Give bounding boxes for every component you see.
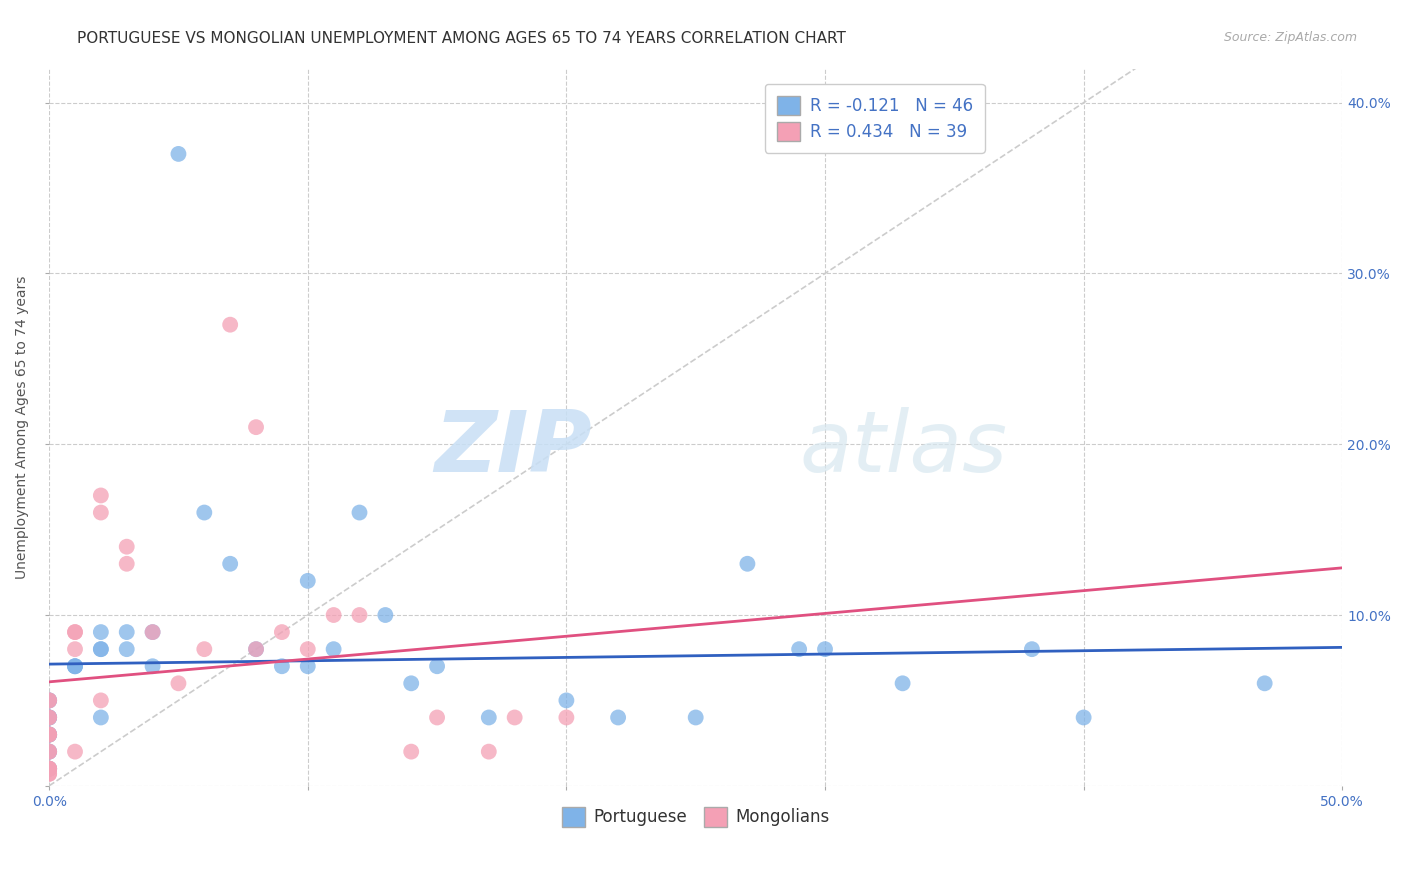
- Portuguese: [555, 693, 578, 707]
- Text: ZIP: ZIP: [434, 407, 592, 491]
- Portuguese: [245, 642, 267, 657]
- Mongolians: [322, 607, 344, 622]
- Portuguese: [115, 642, 138, 657]
- Mongolians: [399, 745, 422, 759]
- Portuguese: [115, 625, 138, 640]
- Portuguese: [607, 710, 630, 724]
- Portuguese: [219, 557, 242, 571]
- Portuguese: [297, 659, 319, 673]
- Mongolians: [90, 506, 112, 520]
- Mongolians: [38, 693, 60, 707]
- Portuguese: [399, 676, 422, 690]
- Mongolians: [63, 642, 86, 657]
- Portuguese: [685, 710, 707, 724]
- Mongolians: [38, 762, 60, 776]
- Portuguese: [38, 710, 60, 724]
- Mongolians: [478, 745, 501, 759]
- Mongolians: [270, 625, 292, 640]
- Mongolians: [38, 745, 60, 759]
- Portuguese: [167, 147, 190, 161]
- Text: Source: ZipAtlas.com: Source: ZipAtlas.com: [1223, 31, 1357, 45]
- Portuguese: [90, 642, 112, 657]
- Mongolians: [193, 642, 215, 657]
- Mongolians: [38, 762, 60, 776]
- Mongolians: [38, 727, 60, 741]
- Y-axis label: Unemployment Among Ages 65 to 74 years: Unemployment Among Ages 65 to 74 years: [15, 276, 30, 579]
- Portuguese: [891, 676, 914, 690]
- Portuguese: [478, 710, 501, 724]
- Portuguese: [90, 710, 112, 724]
- Portuguese: [374, 607, 396, 622]
- Portuguese: [297, 574, 319, 588]
- Mongolians: [115, 540, 138, 554]
- Portuguese: [38, 727, 60, 741]
- Mongolians: [115, 557, 138, 571]
- Portuguese: [38, 745, 60, 759]
- Portuguese: [737, 557, 759, 571]
- Portuguese: [322, 642, 344, 657]
- Portuguese: [142, 659, 165, 673]
- Mongolians: [555, 710, 578, 724]
- Legend: Portuguese, Mongolians: Portuguese, Mongolians: [554, 799, 838, 835]
- Mongolians: [90, 693, 112, 707]
- Portuguese: [63, 659, 86, 673]
- Mongolians: [38, 727, 60, 741]
- Portuguese: [90, 642, 112, 657]
- Portuguese: [90, 625, 112, 640]
- Portuguese: [38, 693, 60, 707]
- Mongolians: [503, 710, 526, 724]
- Mongolians: [219, 318, 242, 332]
- Text: atlas: atlas: [799, 407, 1007, 491]
- Portuguese: [38, 710, 60, 724]
- Portuguese: [38, 727, 60, 741]
- Portuguese: [270, 659, 292, 673]
- Mongolians: [245, 420, 267, 434]
- Mongolians: [245, 642, 267, 657]
- Portuguese: [38, 745, 60, 759]
- Mongolians: [38, 745, 60, 759]
- Portuguese: [1253, 676, 1275, 690]
- Mongolians: [38, 767, 60, 781]
- Mongolians: [349, 607, 371, 622]
- Mongolians: [38, 727, 60, 741]
- Mongolians: [38, 710, 60, 724]
- Mongolians: [38, 693, 60, 707]
- Portuguese: [63, 659, 86, 673]
- Mongolians: [38, 762, 60, 776]
- Portuguese: [38, 762, 60, 776]
- Portuguese: [38, 710, 60, 724]
- Mongolians: [38, 767, 60, 781]
- Mongolians: [38, 710, 60, 724]
- Portuguese: [63, 659, 86, 673]
- Mongolians: [90, 488, 112, 502]
- Portuguese: [38, 693, 60, 707]
- Portuguese: [193, 506, 215, 520]
- Mongolians: [63, 745, 86, 759]
- Portuguese: [426, 659, 449, 673]
- Mongolians: [63, 625, 86, 640]
- Portuguese: [787, 642, 810, 657]
- Portuguese: [349, 506, 371, 520]
- Mongolians: [63, 625, 86, 640]
- Mongolians: [142, 625, 165, 640]
- Portuguese: [142, 625, 165, 640]
- Portuguese: [38, 762, 60, 776]
- Portuguese: [1073, 710, 1095, 724]
- Portuguese: [814, 642, 837, 657]
- Text: PORTUGUESE VS MONGOLIAN UNEMPLOYMENT AMONG AGES 65 TO 74 YEARS CORRELATION CHART: PORTUGUESE VS MONGOLIAN UNEMPLOYMENT AMO…: [77, 31, 846, 46]
- Mongolians: [297, 642, 319, 657]
- Portuguese: [38, 727, 60, 741]
- Mongolians: [426, 710, 449, 724]
- Portuguese: [1021, 642, 1043, 657]
- Mongolians: [167, 676, 190, 690]
- Mongolians: [38, 762, 60, 776]
